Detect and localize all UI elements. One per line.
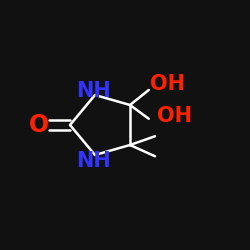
Text: O: O [29, 113, 49, 137]
Text: OH: OH [150, 74, 185, 94]
Text: OH: OH [158, 106, 192, 126]
Text: NH: NH [76, 151, 111, 171]
Text: NH: NH [76, 81, 111, 101]
